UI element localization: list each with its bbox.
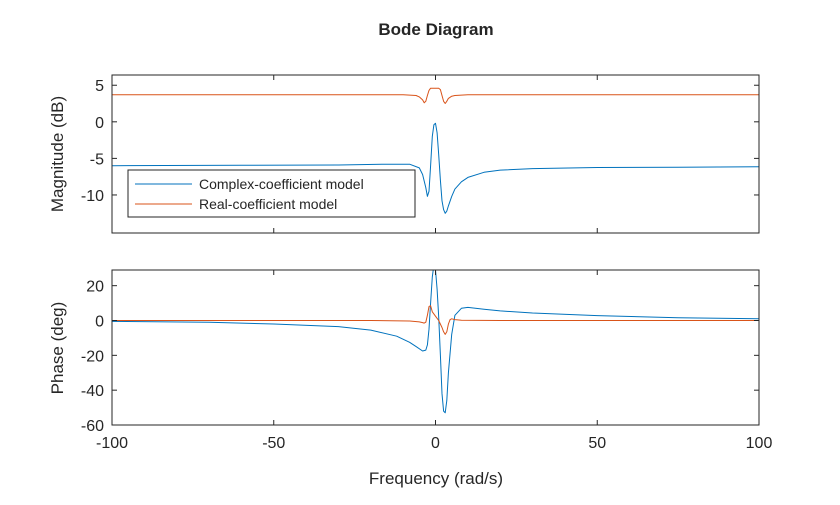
- axes-box: [111, 269, 760, 426]
- magnitude-y-axis-label: Magnitude (dB): [48, 96, 67, 212]
- series-line-real: [112, 305, 759, 335]
- phase-y-axis-label: Phase (deg): [48, 302, 67, 395]
- x-axis-label: Frequency (rad/s): [369, 469, 503, 488]
- y-tick-label: -5: [90, 151, 104, 168]
- x-tick-label: -100: [96, 435, 128, 452]
- y-tick-label: 20: [86, 279, 104, 296]
- x-tick-label: -50: [262, 435, 285, 452]
- y-tick-label: -10: [81, 188, 104, 205]
- series-line-complex: [112, 270, 759, 414]
- y-tick-label: -40: [81, 383, 104, 400]
- y-tick-label: -20: [81, 348, 104, 365]
- x-tick-label: 100: [746, 435, 773, 452]
- magnitude-plot: 5 0 -5 -10: [81, 74, 760, 234]
- series-line-real: [112, 87, 759, 104]
- y-tick-label: 5: [95, 78, 104, 95]
- x-tick-label: 50: [588, 435, 606, 452]
- series-line-complex: [112, 122, 759, 214]
- y-tick-label: 0: [95, 314, 104, 331]
- legend-label-real: Real-coefficient model: [199, 196, 337, 212]
- y-tick-label: 0: [95, 115, 104, 132]
- phase-plot: 20 0 -20 -40 -60-100 -50 0 50 100: [81, 269, 773, 452]
- y-tick-label: -60: [81, 418, 104, 435]
- chart-title: Bode Diagram: [378, 20, 493, 39]
- x-tick-label: 0: [431, 435, 440, 452]
- legend-box: [127, 169, 416, 218]
- legend: Complex-coefficient model Real-coefficie…: [127, 169, 416, 218]
- legend-label-complex: Complex-coefficient model: [199, 176, 364, 192]
